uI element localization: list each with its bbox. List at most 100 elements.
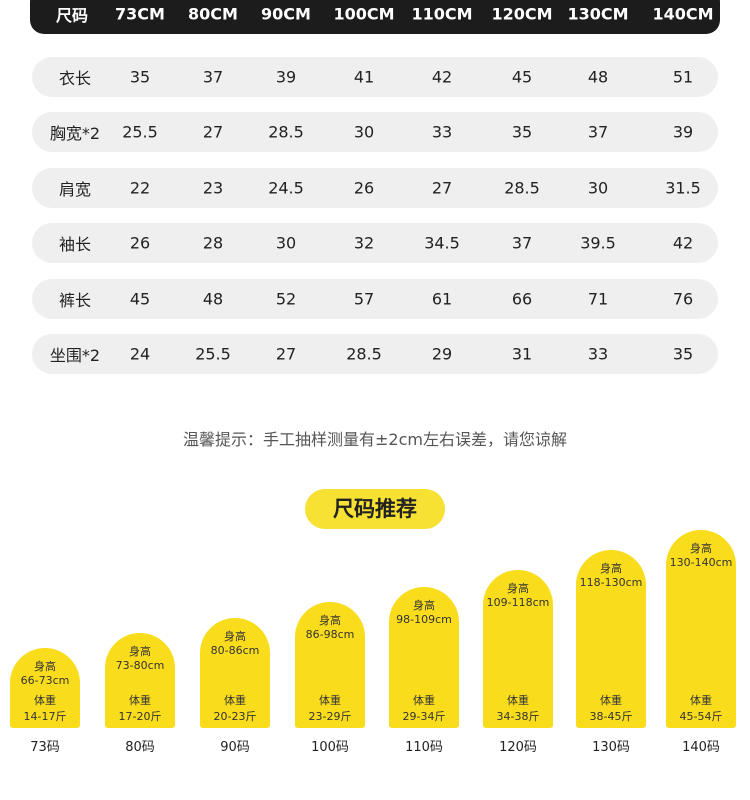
height-range: 109-118cm bbox=[486, 596, 550, 609]
table-row bbox=[32, 112, 718, 153]
size-label: 140码 bbox=[682, 740, 720, 755]
size-label: 110码 bbox=[405, 740, 443, 755]
table-cell: 48 bbox=[202, 289, 224, 309]
size-card: 身高 73-80cm 体重 17-20斤 bbox=[105, 633, 175, 728]
size-card: 身高 109-118cm 体重 34-38斤 bbox=[483, 570, 553, 728]
height-range: 73-80cm bbox=[115, 659, 165, 672]
section-title: 尺码推荐 bbox=[305, 489, 445, 529]
table-cell: 32 bbox=[353, 233, 375, 253]
size-label: 120码 bbox=[499, 740, 537, 755]
table-cell: 27 bbox=[202, 122, 224, 142]
weight-label: 体重 bbox=[507, 694, 529, 707]
weight-range: 17-20斤 bbox=[118, 710, 162, 723]
header-cell: 120CM bbox=[491, 4, 553, 24]
size-card: 身高 130-140cm 体重 45-54斤 bbox=[666, 530, 736, 728]
table-cell: 30 bbox=[587, 178, 609, 198]
height-range: 98-109cm bbox=[396, 613, 452, 626]
table-cell: 45 bbox=[511, 67, 533, 87]
size-label: 100码 bbox=[311, 740, 349, 755]
height-range: 130-140cm bbox=[669, 556, 733, 569]
size-label: 73码 bbox=[30, 740, 60, 755]
weight-range: 14-17斤 bbox=[23, 710, 67, 723]
size-card: 身高 86-98cm 体重 23-29斤 bbox=[295, 602, 365, 728]
weight-label: 体重 bbox=[319, 694, 341, 707]
header-cell: 尺码 bbox=[55, 6, 89, 25]
table-cell: 71 bbox=[587, 289, 609, 309]
table-cell: 袖长 bbox=[58, 235, 92, 255]
header-cell: 130CM bbox=[567, 4, 629, 24]
weight-label: 体重 bbox=[34, 694, 56, 707]
height-range: 118-130cm bbox=[579, 576, 643, 589]
table-cell: 坐围*2 bbox=[49, 346, 101, 365]
size-card: 身高 118-130cm 体重 38-45斤 bbox=[576, 550, 646, 728]
table-cell: 39 bbox=[275, 67, 297, 87]
table-row bbox=[32, 167, 718, 208]
table-cell: 34.5 bbox=[424, 233, 460, 253]
size-card: 身高 66-73cm 体重 14-17斤 bbox=[10, 648, 80, 728]
table-cell: 35 bbox=[511, 122, 533, 142]
table-cell: 37 bbox=[202, 67, 224, 87]
table-cell: 66 bbox=[511, 289, 533, 309]
height-label: 身高 bbox=[129, 645, 151, 658]
height-label: 身高 bbox=[690, 542, 712, 555]
table-cell: 51 bbox=[672, 67, 694, 87]
table-cell: 42 bbox=[431, 67, 453, 87]
header-cell: 90CM bbox=[261, 4, 311, 24]
table-cell: 24 bbox=[129, 344, 151, 364]
table-row bbox=[32, 223, 718, 264]
header-cell: 110CM bbox=[411, 4, 473, 24]
header-cell: 100CM bbox=[333, 4, 395, 24]
weight-label: 体重 bbox=[690, 694, 712, 707]
height-range: 86-98cm bbox=[305, 628, 355, 641]
table-cell: 25.5 bbox=[195, 344, 231, 364]
table-cell: 27 bbox=[275, 344, 297, 364]
table-cell: 26 bbox=[353, 178, 375, 198]
weight-range: 23-29斤 bbox=[308, 710, 352, 723]
table-cell: 裤长 bbox=[58, 290, 92, 310]
height-label: 身高 bbox=[319, 614, 341, 627]
table-row bbox=[32, 57, 718, 97]
table-cell: 肩宽 bbox=[58, 179, 92, 199]
table-cell: 29 bbox=[431, 344, 453, 364]
table-cell: 31.5 bbox=[665, 178, 701, 198]
table-cell: 76 bbox=[672, 289, 694, 309]
height-range: 66-73cm bbox=[20, 674, 70, 687]
weight-label: 体重 bbox=[224, 694, 246, 707]
height-label: 身高 bbox=[413, 599, 435, 612]
table-cell: 33 bbox=[431, 122, 453, 142]
table-cell: 39.5 bbox=[580, 233, 616, 253]
header-cell: 80CM bbox=[188, 4, 238, 24]
table-cell: 42 bbox=[672, 233, 694, 253]
note: 温馨提示：手工抽样测量有±2cm左右误差，请您谅解 bbox=[183, 430, 567, 449]
table-cell: 57 bbox=[353, 289, 375, 309]
size-label: 80码 bbox=[125, 740, 155, 755]
table-cell: 33 bbox=[587, 344, 609, 364]
table-row bbox=[32, 278, 718, 319]
height-range: 80-86cm bbox=[210, 644, 260, 657]
table-cell: 39 bbox=[672, 122, 694, 142]
table-cell: 27 bbox=[431, 178, 453, 198]
table-cell: 35 bbox=[672, 344, 694, 364]
table-row bbox=[32, 334, 718, 374]
table-cell: 48 bbox=[587, 67, 609, 87]
table-cell: 37 bbox=[587, 122, 609, 142]
table-cell: 25.5 bbox=[122, 122, 158, 142]
table-cell: 45 bbox=[129, 289, 151, 309]
weight-label: 体重 bbox=[413, 694, 435, 707]
table-cell: 26 bbox=[129, 233, 151, 253]
weight-range: 34-38斤 bbox=[496, 710, 540, 723]
table-header bbox=[30, 0, 720, 34]
table-cell: 35 bbox=[129, 67, 151, 87]
height-label: 身高 bbox=[507, 582, 529, 595]
weight-label: 体重 bbox=[129, 694, 151, 707]
table-cell: 31 bbox=[511, 344, 533, 364]
table-cell: 24.5 bbox=[268, 178, 304, 198]
weight-label: 体重 bbox=[600, 694, 622, 707]
header-cell: 73CM bbox=[115, 4, 165, 24]
header-cell: 140CM bbox=[652, 4, 714, 24]
table-cell: 28 bbox=[202, 233, 224, 253]
weight-range: 20-23斤 bbox=[213, 710, 257, 723]
weight-range: 45-54斤 bbox=[679, 710, 723, 723]
table-cell: 52 bbox=[275, 289, 297, 309]
